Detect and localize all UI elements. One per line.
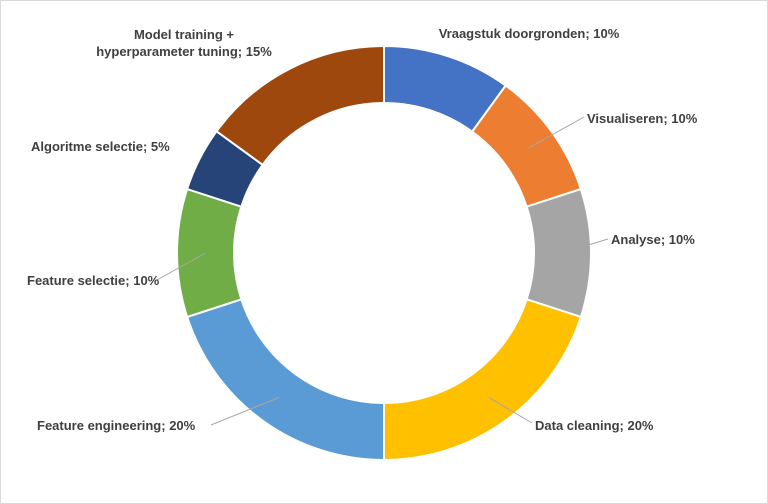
leader-line xyxy=(488,396,533,424)
data-label-visualiseren: Visualiseren; 10% xyxy=(587,111,698,126)
data-label-feature-engineering: Feature engineering; 20% xyxy=(37,418,196,433)
data-label-feature-selectie: Feature selectie; 10% xyxy=(27,273,160,288)
data-label-model-training-line2: hyperparameter tuning; 15% xyxy=(96,44,272,59)
leader-line xyxy=(562,238,609,254)
slice-model-training-hyperparameter-tuning xyxy=(215,44,385,167)
slice-data-cleaning xyxy=(383,298,583,462)
data-label-analyse: Analyse; 10% xyxy=(611,232,695,247)
leader-line xyxy=(528,116,585,149)
data-label-data-cleaning: Data cleaning; 20% xyxy=(535,418,654,433)
slices-layer xyxy=(176,44,592,462)
slice-feature-selectie xyxy=(176,187,243,319)
data-label-vraagstuk-doorgronden: Vraagstuk doorgronden; 10% xyxy=(439,26,620,41)
leader-lines-layer xyxy=(156,116,609,426)
data-label-model-training-line1: Model training + xyxy=(134,27,234,42)
slice-feature-engineering xyxy=(185,298,385,462)
leader-line xyxy=(156,252,206,281)
data-label-algoritme-selectie: Algoritme selectie; 5% xyxy=(31,139,170,154)
slice-analyse xyxy=(525,187,592,319)
leader-line xyxy=(210,396,280,426)
